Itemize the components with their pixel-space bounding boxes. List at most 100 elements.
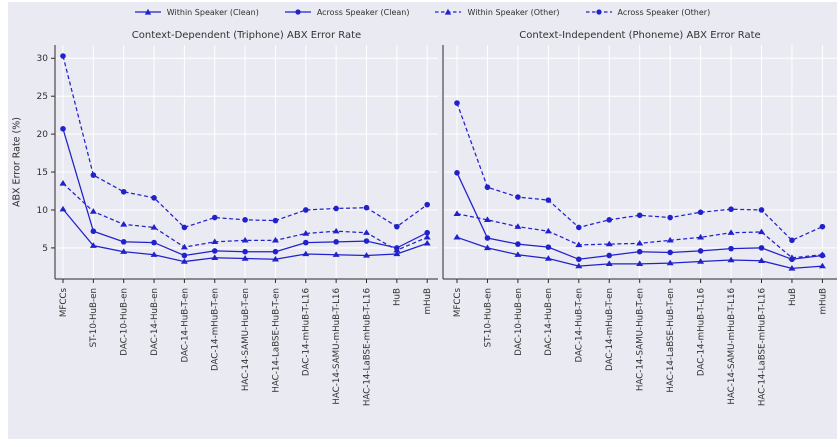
series-marker-across-speaker-other <box>576 224 582 231</box>
series-marker-across-speaker-other <box>394 223 400 230</box>
series-marker-across-speaker-clean <box>576 256 582 263</box>
series-marker-within-speaker-clean <box>89 242 97 248</box>
series-marker-within-speaker-other <box>59 180 67 186</box>
y-tick-label: 15 <box>37 168 48 178</box>
series-marker-within-speaker-clean <box>727 256 735 263</box>
y-tick-label: 25 <box>37 92 48 102</box>
series-marker-within-speaker-other <box>514 223 522 229</box>
legend: Within Speaker (Clean) Across Speaker (Cl… <box>8 3 837 21</box>
legend-label: Across Speaker (Clean) <box>316 7 410 17</box>
figure-background <box>8 2 837 439</box>
series-marker-within-speaker-clean <box>150 251 158 257</box>
series-marker-within-speaker-other <box>393 246 401 253</box>
series-marker-within-speaker-clean <box>211 254 219 260</box>
series-marker-within-speaker-other <box>423 233 431 240</box>
x-tick-label: HAC-14-SAMU-mHuB-T-L16 <box>332 288 342 405</box>
legend-item-across-speaker-clean: Across Speaker (Clean) <box>284 7 410 17</box>
x-tick-label: HAC-14-SAMU-HuB-T-en <box>241 288 251 391</box>
series-marker-within-speaker-clean <box>332 251 340 257</box>
x-tick-label: HAC-14-SAMU-mHuB-T-L16 <box>727 288 737 405</box>
series-marker-across-speaker-other <box>697 209 704 216</box>
series-marker-within-speaker-other <box>271 236 279 243</box>
triangle-marker-icon <box>144 8 151 15</box>
triangle-marker-icon <box>445 8 452 15</box>
legend-label: Within Speaker (Other) <box>467 7 560 17</box>
series-marker-across-speaker-other <box>484 184 491 191</box>
legend-sample-circle-icon <box>284 9 311 15</box>
x-tick-label: DAC-14-mHuB-T-en <box>605 288 615 371</box>
series-marker-within-speaker-clean <box>453 233 461 240</box>
series-marker-within-speaker-clean <box>302 250 310 257</box>
series-marker-across-speaker-other <box>120 188 127 195</box>
legend-label: Within Speaker (Clean) <box>166 7 259 17</box>
legend-item-across-speaker-other: Across Speaker (Other) <box>585 7 710 17</box>
series-marker-within-speaker-clean <box>483 244 491 251</box>
series-marker-within-speaker-other <box>363 229 370 235</box>
series-marker-within-speaker-other <box>697 233 705 240</box>
series-marker-across-speaker-other <box>515 194 521 200</box>
series-marker-within-speaker-other <box>332 227 340 234</box>
x-tick-label: DAC-14-HuB-T-en <box>575 288 585 363</box>
series-marker-across-speaker-other <box>454 100 460 106</box>
x-tick-label: DAC-14-mHuB-T-L16 <box>302 288 312 376</box>
x-tick-label: ST-10-HuB-en <box>89 288 99 347</box>
series-marker-across-speaker-other <box>363 204 370 211</box>
x-tick-label: DAC-14-HuB-T-en <box>180 288 190 363</box>
series-marker-within-speaker-clean <box>666 259 674 266</box>
x-tick-label: DAC-14-HuB-en <box>544 288 554 356</box>
series-marker-across-speaker-other <box>545 197 552 203</box>
series-marker-across-speaker-other <box>90 172 97 178</box>
series-marker-across-speaker-clean <box>333 239 339 245</box>
x-tick-label: HuB <box>788 288 798 306</box>
x-tick-label: mHuB <box>818 288 828 315</box>
chart-title-triphone: Context-Dependent (Triphone) ABX Error R… <box>131 30 362 41</box>
series-marker-across-speaker-clean <box>60 126 66 132</box>
series-marker-across-speaker-clean <box>697 248 704 254</box>
series-marker-across-speaker-clean <box>90 228 97 235</box>
x-tick-label: HuB <box>393 288 403 306</box>
series-marker-across-speaker-clean <box>636 248 643 255</box>
series-marker-within-speaker-clean <box>59 205 67 212</box>
x-tick-label: mHuB <box>423 288 433 315</box>
y-tick-label: 30 <box>37 54 49 64</box>
x-tick-label: HAC-14-LaBSE-mHuB-T-L16 <box>757 288 767 406</box>
series-marker-across-speaker-other <box>789 237 795 244</box>
series-marker-within-speaker-other <box>544 227 552 234</box>
series-marker-across-speaker-clean <box>272 248 279 255</box>
series-marker-across-speaker-other <box>211 214 218 221</box>
series-marker-across-speaker-clean <box>242 248 248 255</box>
x-tick-label: HAC-14-LaBSE-mHuB-T-L16 <box>362 288 372 406</box>
circle-marker-icon <box>595 9 602 15</box>
series-marker-within-speaker-clean <box>636 260 644 267</box>
x-tick-label: DAC-14-mHuB-T-L16 <box>696 288 706 376</box>
series-marker-across-speaker-other <box>242 217 248 223</box>
series-marker-across-speaker-other <box>303 207 309 213</box>
series-marker-within-speaker-clean <box>363 252 370 258</box>
series-marker-across-speaker-other <box>60 53 66 59</box>
chart-panel-phoneme: MFCCs ST-10-HuB-en DAC-10-HuB-en DAC-14-HuB… <box>442 45 837 406</box>
series-marker-across-speaker-other <box>333 205 339 212</box>
y-tick-label: 5 <box>42 244 48 254</box>
series-marker-within-speaker-other <box>788 254 796 260</box>
y-tick-label: 10 <box>37 206 49 216</box>
x-tick-label: HAC-14-LaBSE-HuB-T-en <box>666 288 676 393</box>
legend-item-within-speaker-clean: Within Speaker (Clean) <box>134 7 259 17</box>
series-marker-across-speaker-clean <box>120 239 127 245</box>
series-marker-across-speaker-clean <box>484 235 491 241</box>
series-marker-within-speaker-clean <box>241 255 249 261</box>
y-tick-label: 20 <box>37 130 49 140</box>
circle-marker-icon <box>295 9 301 15</box>
x-tick-label: HAC-14-LaBSE-HuB-T-en <box>271 288 281 393</box>
series-marker-within-speaker-other <box>211 238 219 245</box>
series-marker-within-speaker-clean <box>605 260 613 267</box>
series-marker-across-speaker-clean <box>515 241 521 247</box>
series-marker-within-speaker-clean <box>120 248 128 254</box>
series-marker-across-speaker-other <box>272 217 279 224</box>
x-tick-label: HAC-14-SAMU-HuB-T-en <box>636 288 646 391</box>
legend-sample-circle-icon <box>585 9 612 15</box>
series-marker-within-speaker-other <box>758 228 765 235</box>
series-marker-within-speaker-other <box>120 220 128 227</box>
x-tick-label: DAC-10-HuB-en <box>514 288 524 356</box>
chart-panel-triphone: 5 10 15 20 25 30 MFCCs ST-10-HuB-en DAC-10-HuB-e… <box>37 45 438 406</box>
